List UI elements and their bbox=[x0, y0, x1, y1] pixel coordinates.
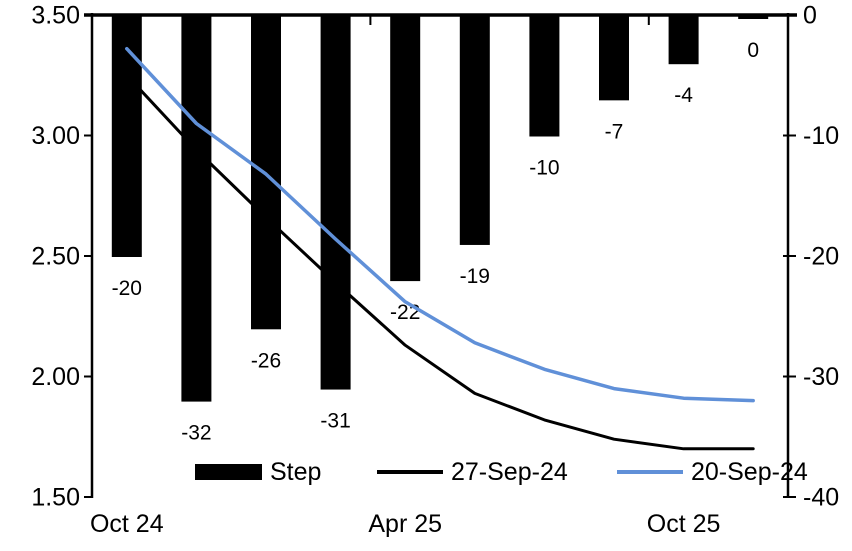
bar-value-label: -4 bbox=[674, 84, 693, 107]
right-axis-tick-label: 0 bbox=[803, 2, 817, 30]
legend-label-27-sep-24: 27-Sep-24 bbox=[451, 458, 568, 486]
step-bar bbox=[390, 16, 421, 282]
legend-item-20-sep-24: 20-Sep-24 bbox=[617, 458, 808, 486]
line-27-sep-24 bbox=[125, 73, 755, 451]
legend-item-27-sep-24: 27-Sep-24 bbox=[377, 458, 568, 486]
legend-label-20-sep-24: 20-Sep-24 bbox=[691, 458, 808, 486]
line-20-sep-24 bbox=[125, 46, 755, 403]
left-axis-tick-label: 3.50 bbox=[31, 2, 80, 30]
step-bar bbox=[459, 16, 490, 245]
right-axis-tick-label: -20 bbox=[803, 243, 839, 271]
step-bar bbox=[111, 16, 142, 257]
bar-value-label: -31 bbox=[320, 410, 350, 433]
legend-item-step: Step bbox=[195, 458, 321, 486]
x-axis-tick-label: Apr 25 bbox=[368, 510, 442, 538]
line-20-sep-24-swatch bbox=[617, 470, 683, 474]
step-bar bbox=[320, 16, 351, 390]
bar-value-label: -10 bbox=[529, 157, 559, 180]
left-axis-tick-label: 2.50 bbox=[31, 243, 80, 271]
bar-value-label: -7 bbox=[605, 120, 624, 143]
step-bar bbox=[738, 16, 769, 19]
legend-label-step: Step bbox=[270, 458, 322, 486]
bar-value-label: -26 bbox=[251, 349, 281, 372]
left-axis-tick-label: 3.00 bbox=[31, 122, 80, 150]
right-axis-tick-label: -40 bbox=[803, 484, 839, 512]
left-axis-tick-label: 2.00 bbox=[31, 363, 80, 391]
bar-value-label: -22 bbox=[390, 301, 420, 324]
x-axis-tick-label: Oct 24 bbox=[90, 510, 164, 538]
bar-value-label: 0 bbox=[747, 39, 759, 62]
step-bar bbox=[181, 16, 212, 402]
step-bar bbox=[668, 16, 699, 65]
step-bar-swatch bbox=[195, 464, 262, 480]
step-bar bbox=[599, 16, 629, 101]
right-axis-tick-label: -30 bbox=[803, 363, 839, 391]
bar-value-label: -20 bbox=[112, 277, 142, 300]
right-axis-tick-label: -10 bbox=[803, 122, 839, 150]
line-27-sep-24-swatch bbox=[377, 470, 443, 474]
step-bar bbox=[529, 16, 560, 137]
bar-value-label: -32 bbox=[181, 422, 211, 445]
bar-value-label: -19 bbox=[460, 265, 490, 288]
left-axis-tick-label: 1.50 bbox=[31, 484, 80, 512]
x-axis-tick-label: Oct 25 bbox=[647, 510, 721, 538]
